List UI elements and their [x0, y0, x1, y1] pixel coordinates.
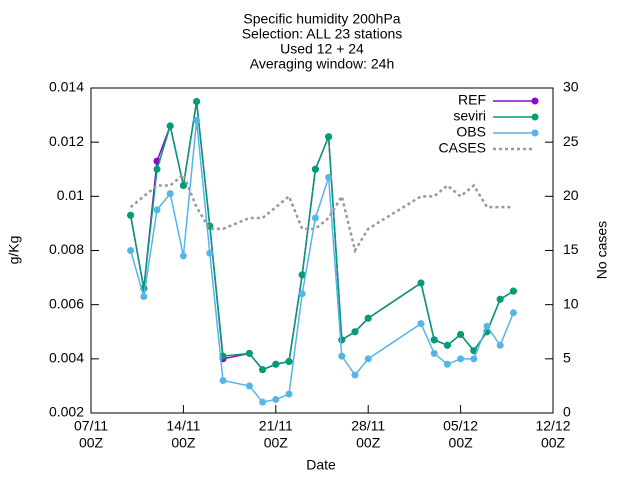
- y2-tick-label: 30: [563, 79, 579, 95]
- data-point: [298, 271, 306, 279]
- chart-title: Averaging window: 24h: [250, 56, 395, 72]
- data-point: [483, 322, 491, 330]
- legend-label: seviri: [453, 108, 486, 124]
- data-point: [179, 182, 187, 189]
- data-point: [153, 165, 161, 173]
- data-point: [127, 211, 135, 219]
- data-point: [219, 377, 227, 384]
- data-point: [430, 349, 438, 357]
- data-point: [417, 279, 425, 287]
- data-point: [509, 309, 517, 317]
- data-point: [285, 358, 293, 366]
- data-point: [351, 328, 359, 336]
- data-point: [298, 290, 306, 298]
- x-tick-label: 05/12: [443, 418, 478, 434]
- y-tick-label: 0.008: [49, 241, 84, 257]
- data-point: [153, 206, 161, 214]
- data-point: [259, 398, 267, 406]
- data-point: [325, 133, 333, 141]
- y-axis-label: g/Kg: [6, 236, 22, 265]
- data-point: [417, 320, 425, 328]
- data-point: [193, 117, 201, 124]
- data-point: [311, 165, 319, 173]
- legend-marker: [531, 113, 539, 121]
- series-line: [129, 172, 514, 254]
- data-point: [457, 330, 465, 338]
- y-tick-label: 0.006: [49, 295, 84, 311]
- data-point: [364, 314, 372, 322]
- chart-title: Selection: ALL 23 stations: [242, 26, 403, 42]
- data-point: [245, 349, 253, 357]
- legend-label: OBS: [456, 124, 486, 140]
- y2-tick-label: 10: [563, 295, 579, 311]
- y-tick-label: 0.004: [49, 350, 84, 366]
- x-tick-label: 14/11: [166, 418, 200, 434]
- x-tick-label: 07/11: [74, 418, 108, 434]
- data-point: [338, 336, 346, 344]
- data-point: [338, 352, 346, 360]
- y2-tick-label: 15: [563, 241, 579, 257]
- data-point: [166, 190, 174, 198]
- y-tick-label: 0.002: [49, 404, 84, 420]
- legend-label: REF: [458, 92, 486, 108]
- data-point: [140, 293, 148, 301]
- data-point: [193, 98, 201, 106]
- x-tick-label: 28/11: [351, 418, 385, 434]
- data-point: [496, 295, 504, 303]
- data-point: [443, 360, 451, 368]
- data-point: [206, 249, 214, 257]
- y2-tick-label: 0: [563, 404, 571, 420]
- x-tick-label: 00Z: [264, 435, 289, 451]
- x-axis-label: Date: [306, 457, 336, 473]
- series-line: [129, 120, 515, 403]
- data-point: [364, 355, 372, 363]
- data-point: [179, 252, 187, 260]
- x-tick-label: 12/12: [535, 418, 570, 434]
- data-point: [285, 390, 293, 398]
- data-point: [127, 247, 135, 254]
- data-point: [443, 341, 451, 349]
- y2-tick-label: 5: [563, 350, 571, 366]
- data-point: [496, 341, 504, 349]
- x-tick-label: 00Z: [79, 435, 104, 451]
- y2-axis-label: No cases: [594, 221, 610, 279]
- legend-marker: [531, 97, 539, 105]
- x-tick-label: 00Z: [171, 435, 196, 451]
- y2-tick-label: 20: [563, 187, 579, 203]
- x-tick-label: 21/11: [259, 418, 293, 434]
- legend-marker: [531, 129, 539, 137]
- data-point: [245, 382, 253, 390]
- legend-label: CASES: [439, 140, 486, 156]
- data-point: [272, 395, 280, 403]
- y-tick-label: 0.012: [49, 133, 84, 149]
- data-point: [272, 360, 280, 368]
- x-tick-label: 00Z: [541, 435, 566, 451]
- data-point: [470, 355, 478, 363]
- x-tick-label: 00Z: [356, 435, 381, 451]
- y-tick-label: 0.014: [49, 79, 84, 95]
- data-point: [509, 287, 517, 295]
- data-point: [325, 173, 333, 181]
- data-point: [259, 366, 267, 374]
- y-tick-label: 0.01: [57, 187, 84, 203]
- data-point: [311, 214, 319, 222]
- x-tick-label: 00Z: [449, 435, 474, 451]
- y2-tick-label: 25: [563, 133, 579, 149]
- data-point: [470, 347, 478, 355]
- data-point: [430, 336, 438, 344]
- chart-title: Used 12 + 24: [280, 41, 364, 57]
- data-point: [351, 371, 359, 379]
- data-point: [166, 122, 174, 130]
- chart-title: Specific humidity 200hPa: [243, 11, 400, 27]
- data-point: [457, 355, 465, 363]
